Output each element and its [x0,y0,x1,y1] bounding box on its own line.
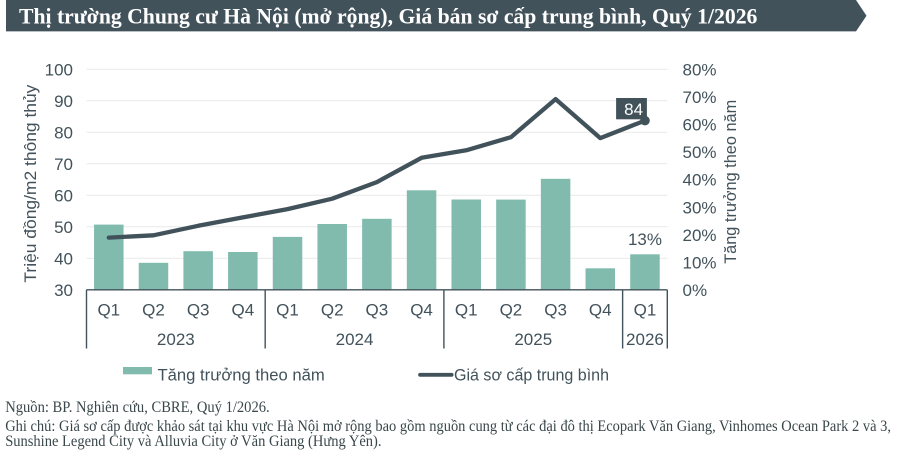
svg-text:Q3: Q3 [544,301,567,320]
svg-text:0%: 0% [683,281,708,300]
svg-text:20%: 20% [683,226,717,245]
svg-text:40%: 40% [683,171,717,190]
svg-text:60%: 60% [683,116,717,135]
svg-text:2025: 2025 [514,330,552,349]
svg-text:Tăng trưởng theo năm: Tăng trưởng theo năm [158,365,325,384]
svg-text:Q3: Q3 [366,301,389,320]
svg-text:80: 80 [54,123,73,142]
svg-text:30: 30 [54,281,73,300]
svg-text:Q4: Q4 [589,301,612,320]
svg-text:50: 50 [54,218,73,237]
svg-text:Triệu đồng/m2 thông thủy: Triệu đồng/m2 thông thủy [21,84,40,283]
svg-text:10%: 10% [683,253,717,272]
svg-text:Q1: Q1 [634,301,657,320]
svg-text:50%: 50% [683,143,717,162]
svg-text:Q1: Q1 [276,301,299,320]
svg-text:100: 100 [45,60,73,79]
svg-text:13%: 13% [628,230,662,249]
svg-text:70%: 70% [683,88,717,107]
svg-text:60: 60 [54,186,73,205]
svg-text:Q4: Q4 [410,301,433,320]
svg-text:Q2: Q2 [321,301,344,320]
svg-text:Q1: Q1 [97,301,120,320]
svg-text:Thị trường Chung cư Hà Nội (mở: Thị trường Chung cư Hà Nội (mở rộng), Gi… [19,4,758,28]
svg-text:2023: 2023 [157,330,195,349]
svg-text:Ghi chú: Giá sơ cấp được khảo: Ghi chú: Giá sơ cấp được khảo sát tại kh… [5,418,891,435]
svg-text:2026: 2026 [626,330,664,349]
svg-text:30%: 30% [683,198,717,217]
svg-text:Q2: Q2 [500,301,523,320]
svg-text:90: 90 [54,92,73,111]
svg-text:Giá sơ cấp trung bình: Giá sơ cấp trung bình [454,365,609,384]
svg-text:Q1: Q1 [455,301,478,320]
svg-text:2024: 2024 [336,330,374,349]
svg-text:40: 40 [54,249,73,268]
svg-text:70: 70 [54,155,73,174]
svg-text:84: 84 [624,100,643,119]
svg-text:Q4: Q4 [231,301,254,320]
svg-text:Tăng trưởng theo năm: Tăng trưởng theo năm [721,100,740,264]
svg-text:Q3: Q3 [187,301,210,320]
svg-text:80%: 80% [683,60,717,79]
svg-text:Q2: Q2 [142,301,165,320]
svg-text:Nguồn: BP. Nghiên cứu, CBRE, Q: Nguồn: BP. Nghiên cứu, CBRE, Quý 1/2026. [5,399,270,416]
svg-text:Sunshine Legend City và Alluvi: Sunshine Legend City và Alluvia City ở V… [5,433,381,450]
